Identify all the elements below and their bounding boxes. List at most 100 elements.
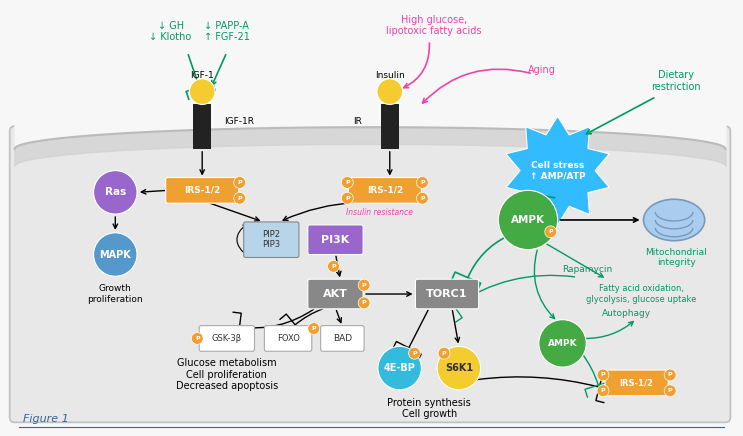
Text: P: P — [668, 372, 672, 378]
Circle shape — [409, 347, 421, 359]
Text: MAPK: MAPK — [100, 249, 132, 259]
FancyArrowPatch shape — [545, 243, 603, 277]
Text: AKT: AKT — [323, 289, 348, 299]
Text: IRS-1/2: IRS-1/2 — [367, 186, 403, 195]
FancyArrowPatch shape — [392, 310, 428, 361]
FancyArrowPatch shape — [423, 69, 531, 103]
Text: Fatty acid oxidation,
glycolysis, glucose uptake: Fatty acid oxidation, glycolysis, glucos… — [586, 284, 697, 303]
Bar — [199, 105, 205, 149]
Text: P: P — [331, 264, 336, 269]
Text: IRS-1/2: IRS-1/2 — [184, 186, 221, 195]
Text: P: P — [362, 300, 366, 305]
FancyArrowPatch shape — [452, 310, 459, 342]
Text: BAD: BAD — [333, 334, 352, 343]
Text: Aging: Aging — [528, 65, 556, 75]
FancyBboxPatch shape — [308, 225, 363, 255]
FancyArrowPatch shape — [186, 55, 215, 99]
Text: IR: IR — [353, 117, 362, 126]
FancyArrowPatch shape — [366, 292, 411, 296]
Text: Ras: Ras — [105, 187, 126, 198]
Circle shape — [437, 346, 481, 390]
Text: Protein synthesis
Cell growth: Protein synthesis Cell growth — [387, 398, 471, 419]
Circle shape — [189, 79, 215, 105]
Polygon shape — [506, 116, 609, 225]
Circle shape — [192, 333, 203, 344]
FancyArrowPatch shape — [452, 236, 507, 291]
Text: Autophagy: Autophagy — [602, 309, 652, 318]
Text: AMPK: AMPK — [548, 339, 577, 348]
Text: ↓ GH
↓ Klotho: ↓ GH ↓ Klotho — [149, 20, 192, 42]
Circle shape — [664, 385, 676, 397]
Bar — [381, 105, 387, 149]
Text: Rapamycin: Rapamycin — [562, 265, 612, 274]
FancyBboxPatch shape — [166, 177, 239, 203]
Text: P: P — [345, 180, 350, 185]
FancyBboxPatch shape — [605, 370, 668, 396]
Text: 4E-BP: 4E-BP — [383, 363, 415, 373]
Text: P: P — [345, 196, 350, 201]
Circle shape — [328, 260, 340, 272]
Text: P: P — [238, 180, 242, 185]
Circle shape — [341, 192, 353, 204]
Text: PI3K: PI3K — [321, 235, 350, 245]
Text: P: P — [442, 351, 447, 356]
Text: High glucose,
lipotoxic fatty acids: High glucose, lipotoxic fatty acids — [386, 15, 482, 36]
Circle shape — [377, 79, 403, 105]
Text: Figure 1: Figure 1 — [22, 414, 68, 424]
Circle shape — [308, 323, 319, 334]
Text: P: P — [195, 336, 200, 341]
Text: PIP2
PIP3: PIP2 PIP3 — [262, 230, 280, 249]
FancyBboxPatch shape — [244, 222, 299, 258]
FancyArrowPatch shape — [439, 275, 574, 322]
FancyArrowPatch shape — [478, 374, 611, 402]
Bar — [393, 105, 399, 149]
FancyBboxPatch shape — [10, 126, 730, 422]
Circle shape — [94, 170, 137, 214]
Bar — [193, 105, 199, 149]
FancyArrowPatch shape — [534, 250, 554, 319]
FancyArrowPatch shape — [212, 54, 226, 85]
Circle shape — [597, 369, 609, 381]
Circle shape — [234, 192, 246, 204]
Circle shape — [597, 385, 609, 397]
FancyArrowPatch shape — [404, 43, 429, 88]
FancyArrowPatch shape — [560, 218, 637, 222]
Text: P: P — [600, 372, 606, 378]
Circle shape — [341, 177, 353, 188]
FancyArrowPatch shape — [252, 224, 262, 255]
Text: IGF-1R: IGF-1R — [224, 117, 254, 126]
Text: GSK-3β: GSK-3β — [212, 334, 242, 343]
FancyArrowPatch shape — [528, 192, 555, 198]
Text: IGF-1: IGF-1 — [190, 72, 214, 80]
FancyBboxPatch shape — [265, 326, 312, 351]
Circle shape — [378, 346, 421, 390]
FancyArrowPatch shape — [237, 225, 247, 256]
FancyBboxPatch shape — [415, 279, 478, 309]
Text: P: P — [420, 196, 425, 201]
FancyBboxPatch shape — [348, 177, 421, 203]
Text: P: P — [668, 388, 672, 393]
FancyArrowPatch shape — [336, 256, 341, 276]
Text: P: P — [412, 351, 417, 356]
Circle shape — [358, 279, 370, 291]
Text: Growth
proliferation: Growth proliferation — [88, 284, 143, 303]
Circle shape — [664, 369, 676, 381]
Circle shape — [416, 177, 428, 188]
Text: AMPK: AMPK — [511, 215, 545, 225]
Bar — [387, 105, 393, 149]
FancyArrowPatch shape — [200, 152, 204, 174]
FancyArrowPatch shape — [283, 202, 357, 220]
Text: IRS-1/2: IRS-1/2 — [620, 378, 654, 387]
Text: P: P — [238, 196, 242, 201]
Circle shape — [438, 347, 450, 359]
Text: Mitochondrial
integrity: Mitochondrial integrity — [645, 248, 707, 267]
Circle shape — [234, 177, 246, 188]
FancyArrowPatch shape — [337, 310, 342, 323]
Circle shape — [94, 233, 137, 276]
FancyArrowPatch shape — [280, 309, 323, 341]
Ellipse shape — [643, 199, 704, 241]
FancyBboxPatch shape — [308, 279, 363, 309]
Text: P: P — [548, 229, 553, 234]
Text: Insulin resistance: Insulin resistance — [346, 208, 413, 217]
Text: Cell stress
↑ AMP/ATP: Cell stress ↑ AMP/ATP — [530, 161, 585, 181]
